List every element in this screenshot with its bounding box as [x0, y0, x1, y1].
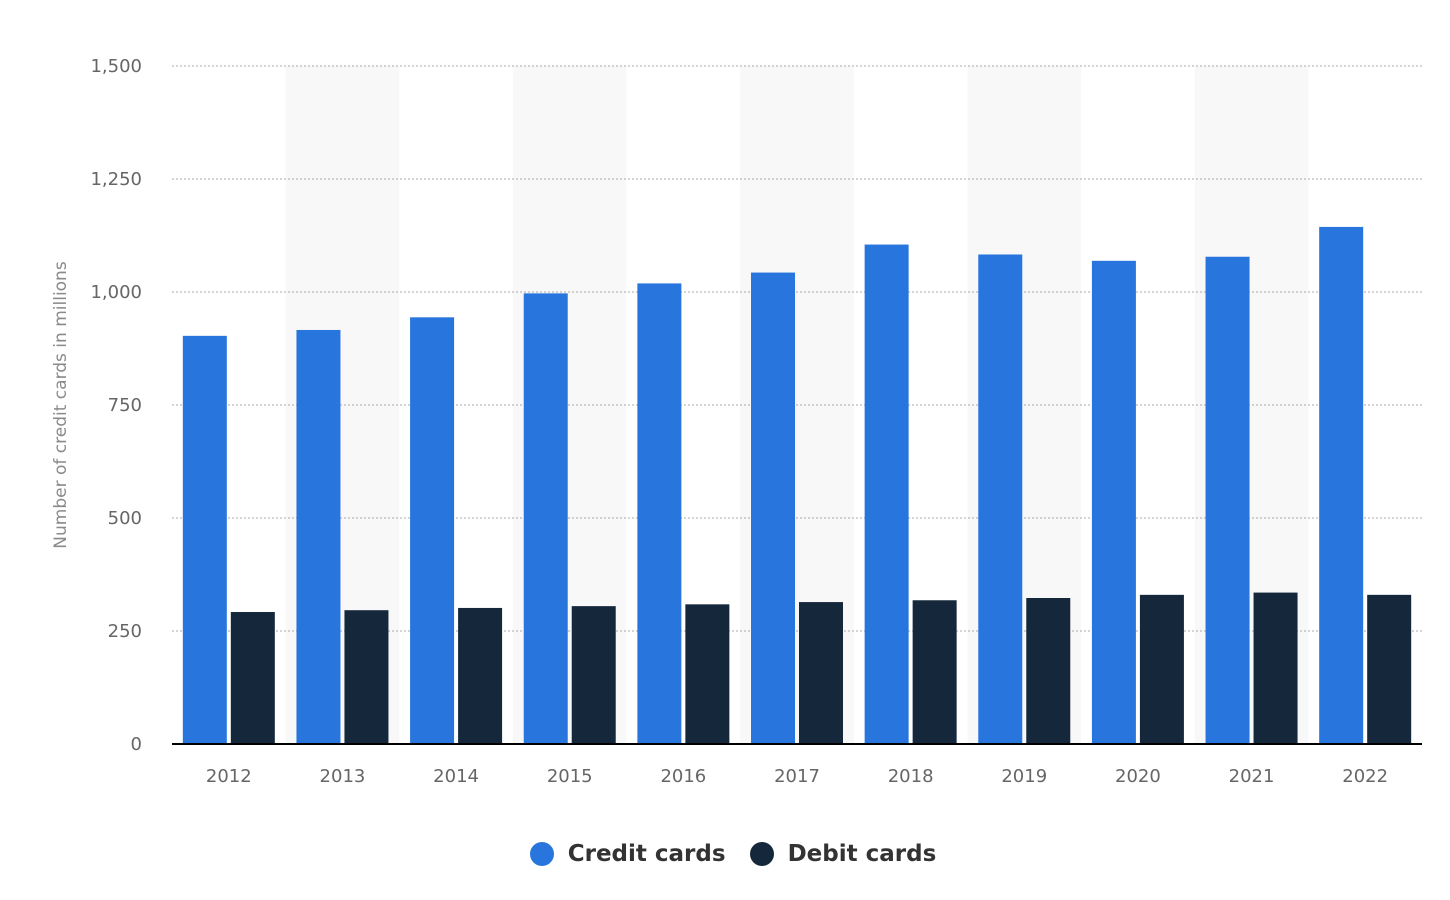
debit-cards-bar-2021[interactable]	[1253, 592, 1298, 744]
y-axis-tick-labels: 0 250 500 750 1,000 1,250 1,500	[90, 56, 142, 755]
debit-cards-bar-2020[interactable]	[1139, 594, 1184, 744]
credit-cards-legend-dot	[529, 842, 554, 866]
x-tick-label-2014: 2014	[433, 766, 479, 787]
x-tick-label-2013: 2013	[320, 766, 366, 787]
credit-cards-bar-2015[interactable]	[523, 293, 568, 744]
x-tick-label-2021: 2021	[1229, 766, 1275, 787]
legend-label-debit-cards: Debit cards	[787, 841, 937, 867]
debit-cards-legend-dot	[749, 842, 774, 866]
credit-cards-bar-2012[interactable]	[182, 335, 227, 744]
x-tick-label-2016: 2016	[660, 766, 706, 787]
y-tick-label: 1,250	[90, 169, 142, 190]
x-tick-label-2015: 2015	[547, 766, 593, 787]
y-tick-label: 0	[131, 734, 142, 755]
y-tick-label: 750	[108, 395, 142, 416]
bars	[182, 226, 1412, 745]
debit-cards-bar-2013[interactable]	[344, 610, 389, 744]
credit-cards-bar-2022[interactable]	[1319, 226, 1364, 745]
x-tick-label-2017: 2017	[774, 766, 820, 787]
x-tick-label-2012: 2012	[206, 766, 252, 787]
y-tick-label: 250	[108, 621, 142, 642]
x-tick-label-2018: 2018	[888, 766, 934, 787]
debit-cards-bar-2017[interactable]	[799, 602, 843, 744]
legend-label-credit-cards: Credit cards	[567, 841, 726, 867]
y-axis-title: Number of credit cards in millions	[51, 261, 71, 549]
debit-cards-bar-2012[interactable]	[230, 612, 275, 744]
x-axis-tick-labels: 2012 2013 2014 2015 2016 2017 2018 2019 2020 2021…	[206, 766, 1388, 787]
x-tick-label-2022: 2022	[1342, 766, 1388, 787]
y-tick-label: 1,500	[90, 56, 142, 77]
debit-cards-bar-2015[interactable]	[571, 606, 616, 744]
debit-cards-bar-2016[interactable]	[685, 604, 730, 744]
credit-cards-bar-2013[interactable]	[296, 329, 341, 744]
credit-cards-bar-2016[interactable]	[637, 283, 682, 744]
legend: Credit cards Debit cards	[0, 832, 1450, 876]
legend-item-credit-cards[interactable]: Credit cards	[529, 841, 726, 867]
y-tick-label: 1,000	[90, 282, 142, 303]
credit-cards-bar-2014[interactable]	[410, 317, 455, 744]
credit-cards-bar-2017[interactable]	[751, 272, 795, 744]
legend-item-debit-cards[interactable]: Debit cards	[749, 841, 937, 867]
x-tick-label-2019: 2019	[1001, 766, 1047, 787]
debit-cards-bar-2019[interactable]	[1026, 598, 1071, 744]
credit-cards-bar-2018[interactable]	[864, 244, 909, 745]
debit-cards-bar-2018[interactable]	[912, 600, 957, 744]
debit-cards-bar-2014[interactable]	[458, 607, 503, 744]
debit-cards-bar-2022[interactable]	[1367, 594, 1412, 744]
y-tick-label: 500	[108, 508, 142, 529]
credit-cards-bar-2021[interactable]	[1205, 256, 1250, 744]
x-tick-label-2020: 2020	[1115, 766, 1161, 787]
credit-cards-bar-2019[interactable]	[978, 254, 1023, 744]
credit-cards-bar-2020[interactable]	[1091, 260, 1136, 744]
